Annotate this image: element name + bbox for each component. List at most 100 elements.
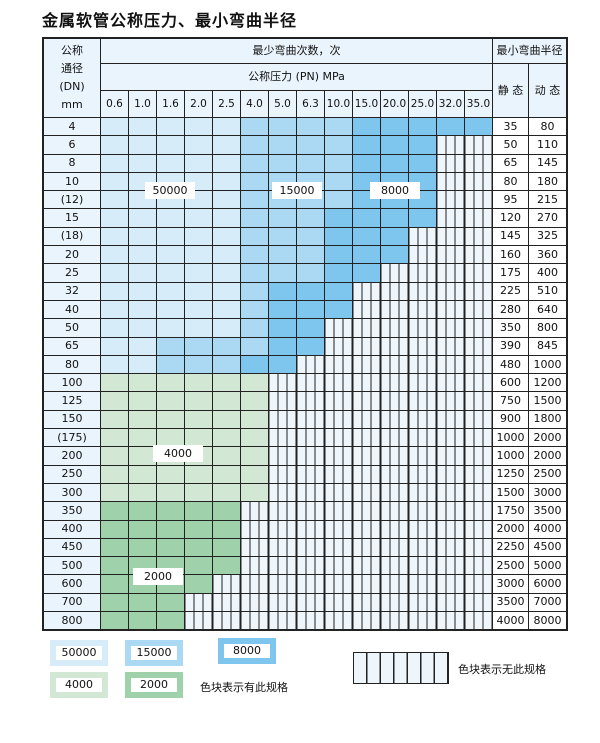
cycle-cell-50000	[184, 226, 213, 247]
unavailable-cell	[464, 336, 493, 356]
cycle-cell-15000	[240, 245, 269, 265]
cycle-cell-8000	[352, 263, 381, 283]
cycle-cell-50000	[128, 263, 157, 283]
dynamic-radius-cell: 845	[528, 336, 568, 356]
static-radius-cell: 3500	[492, 592, 529, 613]
table-body: 4 35 80 6 50 110 8 65 145 10 80 180 (12) 95 215 15 120 27…	[42, 116, 568, 631]
cycle-cell-50000	[212, 208, 241, 228]
dynamic-radius-cell: 5000	[528, 556, 568, 576]
cycle-cell-50000	[128, 245, 157, 265]
cycle-cell-15000	[240, 171, 269, 192]
pressure-table-wrapper: 公称 通径 (DN) mm 最少弯曲次数，次 最小弯曲半径 公称压力 (PN) …	[42, 37, 568, 632]
unavailable-cell	[352, 336, 381, 356]
cycle-cell-4000	[128, 373, 157, 393]
unavailable-cell	[352, 574, 381, 594]
cycle-cell-50000	[156, 299, 185, 320]
table-row: 125 750 1500	[42, 391, 568, 411]
unavailable-cell	[436, 464, 465, 484]
unavailable-cell	[408, 281, 437, 301]
cycle-cell-50000	[100, 135, 129, 155]
cycle-cell-8000	[268, 281, 297, 301]
dynamic-radius-cell: 1000	[528, 354, 568, 375]
unavailable-cell	[324, 428, 353, 448]
dynamic-radius-cell: 640	[528, 299, 568, 320]
cycle-cell-2000	[128, 611, 157, 631]
dn-cell: 250	[42, 464, 101, 484]
dynamic-radius-cell: 2500	[528, 464, 568, 484]
label-15000: 15000	[272, 182, 322, 199]
unavailable-cell	[436, 208, 465, 228]
unavailable-cell	[408, 263, 437, 283]
unavailable-cell	[352, 318, 381, 338]
dn-header-line: mm	[61, 98, 83, 111]
cycle-cell-4000	[212, 373, 241, 393]
cycle-cell-50000	[100, 190, 129, 210]
unavailable-cell	[464, 373, 493, 393]
legend-8000: 8000	[218, 638, 276, 664]
unavailable-cell	[380, 409, 409, 430]
cycle-cell-50000	[100, 226, 129, 247]
unavailable-cell	[352, 556, 381, 576]
dn-cell: 15	[42, 208, 101, 228]
dn-cell: 150	[42, 409, 101, 430]
table-row: 65 390 845	[42, 336, 568, 356]
dn-cell: 50	[42, 318, 101, 338]
unavailable-cell	[436, 318, 465, 338]
unavailable-cell	[380, 482, 409, 503]
cycle-cell-8000	[268, 299, 297, 320]
unavailable-cell	[464, 464, 493, 484]
unavailable-cell	[436, 299, 465, 320]
unavailable-cell	[268, 446, 297, 466]
cycle-cell-4000	[156, 391, 185, 411]
cycle-cell-4000	[100, 482, 129, 503]
table-row: 15 120 270	[42, 208, 568, 228]
table-row: 80 480 1000	[42, 354, 568, 375]
unavailable-cell	[464, 263, 493, 283]
cycle-cell-8000	[408, 153, 437, 173]
dynamic-radius-cell: 215	[528, 190, 568, 210]
unavailable-cell	[436, 556, 465, 576]
unavailable-cell	[380, 592, 409, 613]
dn-cell: 8	[42, 153, 101, 173]
cycle-cell-4000	[184, 464, 213, 484]
cycle-cell-4000	[100, 428, 129, 448]
cycle-cell-50000	[184, 318, 213, 338]
cycle-cell-2000	[128, 537, 157, 558]
cycle-cell-50000	[212, 135, 241, 155]
unavailable-cell	[464, 574, 493, 594]
cycle-cell-15000	[296, 116, 325, 137]
cycle-cell-15000	[268, 208, 297, 228]
unavailable-cell	[436, 428, 465, 448]
unavailable-cell	[408, 409, 437, 430]
unavailable-cell	[436, 153, 465, 173]
cycle-cell-8000	[324, 263, 353, 283]
cycle-cell-4000	[156, 409, 185, 430]
cycle-cell-50000	[212, 263, 241, 283]
cycles-header: 最少弯曲次数，次	[100, 37, 493, 64]
unavailable-cell	[268, 409, 297, 430]
cycle-cell-2000	[212, 537, 241, 558]
cycle-cell-8000	[408, 135, 437, 155]
static-header: 静 态	[492, 63, 529, 118]
cycle-cell-50000	[184, 135, 213, 155]
cycle-cell-8000	[296, 318, 325, 338]
cycle-cell-50000	[212, 226, 241, 247]
unavailable-cell	[296, 537, 325, 558]
unavailable-cell	[464, 208, 493, 228]
unavailable-cell	[240, 592, 269, 613]
dynamic-header: 动 态	[528, 63, 568, 118]
unavailable-cell	[436, 226, 465, 247]
unavailable-cell	[464, 446, 493, 466]
unavailable-cell	[436, 391, 465, 411]
cycle-cell-50000	[156, 116, 185, 137]
cycle-cell-2000	[156, 611, 185, 631]
cycle-cell-15000	[296, 245, 325, 265]
cycle-cell-4000	[240, 409, 269, 430]
unavailable-cell	[240, 611, 269, 631]
unavailable-cell	[436, 354, 465, 375]
unavailable-cell	[464, 409, 493, 430]
cycle-cell-8000	[324, 208, 353, 228]
cycle-cell-50000	[128, 318, 157, 338]
cycle-cell-50000	[156, 153, 185, 173]
unavailable-cell	[268, 464, 297, 484]
